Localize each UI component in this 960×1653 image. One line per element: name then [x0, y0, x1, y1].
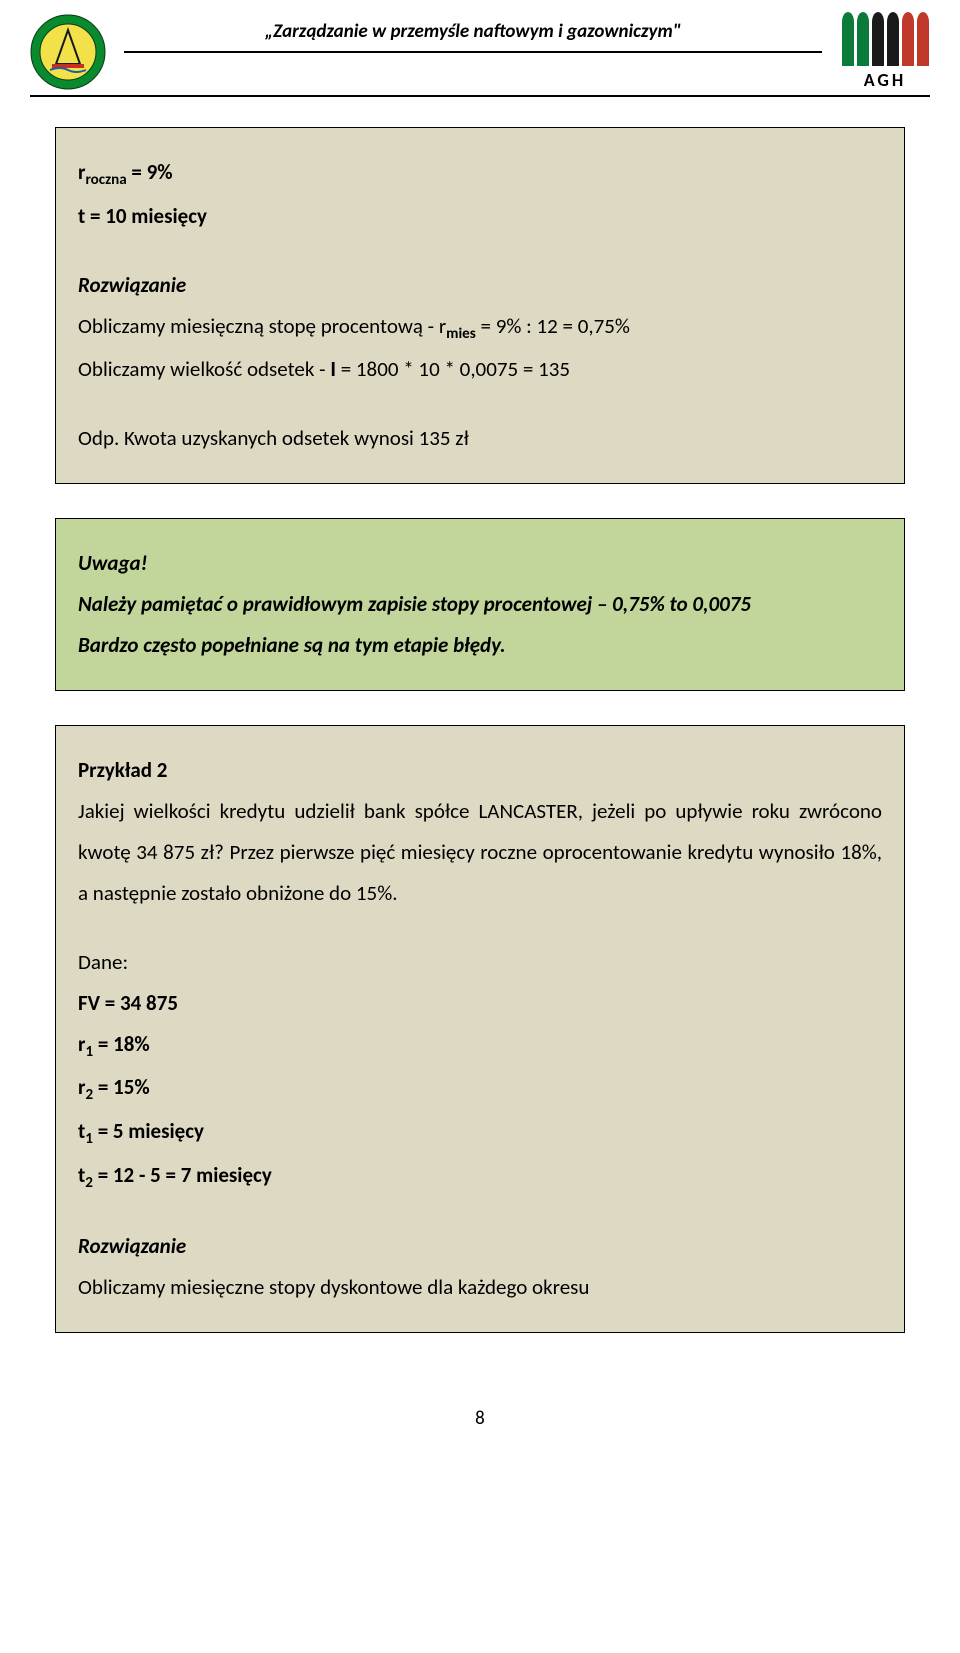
note-heading: Uwaga!	[78, 543, 882, 584]
section-heading: Rozwiązanie	[78, 265, 882, 306]
text-line: rroczna = 9%	[78, 152, 882, 196]
text: = 1800 * 10 * 0,0075 = 135	[336, 356, 570, 382]
subscript: 1	[85, 1130, 93, 1148]
text-line: Należy pamiętać o prawidłowym zapisie st…	[78, 584, 882, 625]
section-heading: Rozwiązanie	[78, 1226, 882, 1267]
agh-logo-icon: AGH	[840, 12, 930, 91]
page-header: „Zarządzanie w przemyśle naftowym i gazo…	[0, 0, 960, 91]
page: „Zarządzanie w przemyśle naftowym i gazo…	[0, 0, 960, 1454]
text: = 9% : 12 = 0,75%	[476, 313, 630, 339]
text-line: t1 = 5 miesięcy	[78, 1111, 882, 1155]
dane-label: Dane:	[78, 942, 882, 983]
faculty-logo-icon	[30, 14, 106, 90]
subscript: 2	[85, 1174, 93, 1192]
subscript: roczna	[85, 171, 126, 189]
subscript: 2	[85, 1086, 93, 1104]
text: = 12 - 5 = 7 miesięcy	[93, 1162, 272, 1188]
agh-bar	[887, 12, 899, 66]
subscript: mies	[446, 325, 476, 343]
paragraph: Jakiej wielkości kredytu udzielił bank s…	[78, 791, 882, 914]
agh-bar	[857, 12, 869, 66]
text: Obliczamy wielkość odsetek -	[78, 356, 330, 382]
text: = 15%	[93, 1074, 150, 1100]
text-line: r2 = 15%	[78, 1067, 882, 1111]
agh-bar	[842, 12, 854, 66]
agh-bar	[902, 12, 914, 66]
solution-box-1: rroczna = 9% t = 10 miesięcy Rozwiązanie…	[55, 127, 905, 484]
text-line: Bardzo często popełniane są na tym etapi…	[78, 625, 882, 666]
subscript: 1	[85, 1043, 93, 1061]
example-heading: Przykład 2	[78, 750, 882, 791]
agh-label: AGH	[840, 69, 930, 91]
header-title: „Zarządzanie w przemyśle naftowym i gazo…	[124, 12, 822, 53]
text-line: Obliczamy wielkość odsetek - I = 1800 * …	[78, 349, 882, 390]
note-box: Uwaga! Należy pamiętać o prawidłowym zap…	[55, 518, 905, 691]
text-line: Odp. Kwota uzyskanych odsetek wynosi 135…	[78, 418, 882, 459]
text-line: FV = 34 875	[78, 983, 882, 1024]
text-line: t2 = 12 - 5 = 7 miesięcy	[78, 1155, 882, 1199]
text: Obliczamy miesięczną stopę procentową - …	[78, 313, 446, 339]
text-line: t = 10 miesięcy	[78, 196, 882, 237]
page-number: 8	[0, 1407, 960, 1454]
text: = 18%	[93, 1031, 150, 1057]
text: = 9%	[127, 159, 173, 185]
agh-bar	[872, 12, 884, 66]
content-area: rroczna = 9% t = 10 miesięcy Rozwiązanie…	[0, 97, 960, 1407]
text-line: r1 = 18%	[78, 1024, 882, 1068]
text-line: Obliczamy miesięczną stopę procentową - …	[78, 306, 882, 350]
agh-bar	[917, 12, 929, 66]
text-line: Obliczamy miesięczne stopy dyskontowe dl…	[78, 1267, 882, 1308]
text: = 5 miesięcy	[93, 1118, 204, 1144]
example-box: Przykład 2 Jakiej wielkości kredytu udzi…	[55, 725, 905, 1333]
agh-bars-icon	[840, 12, 930, 66]
